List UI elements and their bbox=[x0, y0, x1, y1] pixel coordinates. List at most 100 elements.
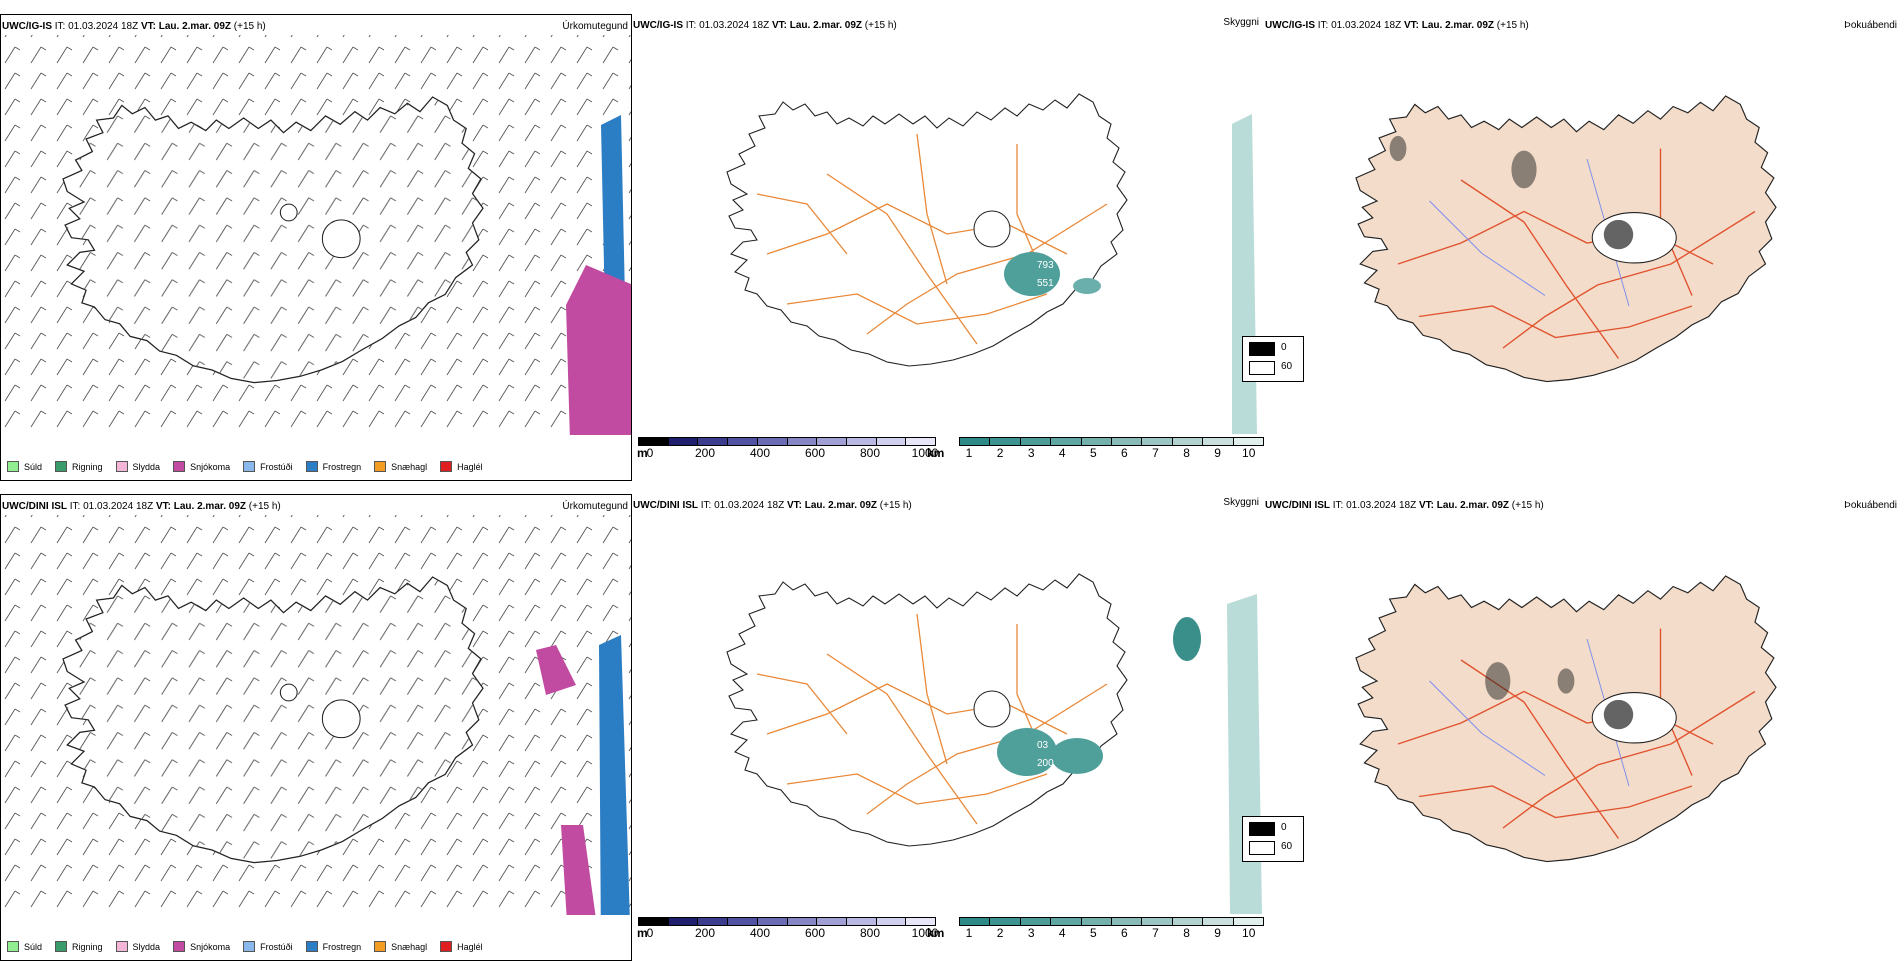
legend-swatch bbox=[374, 941, 387, 952]
colorbar-cell bbox=[728, 438, 758, 445]
visibility-panel: UWC/IG-IS IT: 01.03.2024 18Z VT: Lau. 2.… bbox=[632, 14, 1264, 481]
fog-label: Þokuábendi bbox=[1844, 20, 1897, 31]
precip-map bbox=[1, 35, 631, 435]
colorbar-cell bbox=[787, 438, 818, 445]
colorbar-cell bbox=[757, 918, 788, 925]
colorbar-cell bbox=[1081, 438, 1113, 445]
fog-panel: UWC/IG-IS IT: 01.03.2024 18Z VT: Lau. 2.… bbox=[1242, 14, 1900, 481]
colorbar-tick: 1 bbox=[965, 446, 973, 460]
precip-type-label: Úrkomutegund bbox=[562, 501, 628, 512]
legend-swatch bbox=[305, 461, 318, 472]
colorbar-tick: 10 bbox=[1242, 446, 1256, 460]
fog-panel: UWC/DINI ISL IT: 01.03.2024 18Z VT: Lau.… bbox=[1242, 494, 1900, 961]
precip-legend: Súld Rigning Slydda Snjókoma Frostúði Frostre… bbox=[7, 461, 496, 472]
colorbar-tick: 6 bbox=[1121, 446, 1128, 460]
colorbar-tick: 9 bbox=[1214, 926, 1221, 940]
colorbar-tick: 5 bbox=[1089, 446, 1097, 460]
visibility-panel: UWC/DINI ISL IT: 01.03.2024 18Z VT: Lau.… bbox=[632, 494, 1264, 961]
legend-swatch bbox=[374, 461, 387, 472]
colorbar-tick: 10 bbox=[1242, 926, 1256, 940]
legend-item: Haglél bbox=[440, 461, 483, 472]
colorbar-tick: 200 bbox=[694, 926, 716, 940]
colorbar-cell bbox=[906, 918, 936, 925]
colorbar-cell bbox=[1142, 438, 1173, 445]
colorbar-tick: 1000 bbox=[911, 446, 939, 460]
visibility-label: Skyggni bbox=[1223, 497, 1259, 508]
colorbar-tick: 7 bbox=[1152, 446, 1159, 460]
colorbar-cell bbox=[1020, 438, 1052, 445]
legend-swatch bbox=[440, 461, 453, 472]
colorbar-cell bbox=[698, 438, 729, 445]
precip-map bbox=[1, 515, 631, 915]
colorbar-cell bbox=[728, 918, 758, 925]
colorbar-cell bbox=[906, 438, 936, 445]
colorbar-tick: 800 bbox=[859, 926, 881, 940]
precip-type-label: Úrkomutegund bbox=[562, 21, 628, 32]
legend-item: Snjókoma bbox=[173, 941, 230, 952]
colorbar-cell bbox=[639, 438, 669, 445]
fog-swatch bbox=[1249, 361, 1275, 375]
colorbar-tick: 1 bbox=[965, 926, 973, 940]
visibility-value-label: 793 bbox=[1037, 260, 1054, 271]
legend-item: Snjókoma bbox=[173, 461, 230, 472]
colorbar-tick: 0 bbox=[646, 926, 654, 940]
colorbar-cell bbox=[876, 438, 907, 445]
colorbar-cell bbox=[960, 438, 991, 445]
colorbar-tick: 2 bbox=[996, 926, 1004, 940]
fog-swatch bbox=[1249, 342, 1275, 356]
legend-item: Frostúði bbox=[243, 941, 293, 952]
colorbar-cell bbox=[1142, 918, 1173, 925]
legend-item: Slydda bbox=[115, 941, 160, 952]
visibility-colorbar: 1 2 3 4 5 6 7 8 9 10 km bbox=[927, 917, 1264, 940]
colorbar-cell bbox=[1112, 438, 1143, 445]
colorbar-cell bbox=[876, 918, 907, 925]
colorbar-tick: 200 bbox=[694, 446, 716, 460]
fog-legend: 0 60 bbox=[1242, 336, 1304, 382]
legend-item: Frostregn bbox=[305, 461, 361, 472]
colorbar-cell bbox=[1112, 918, 1143, 925]
colorbar-cell bbox=[1172, 438, 1204, 445]
colorbar-tick: 600 bbox=[804, 926, 826, 940]
colorbar-cell bbox=[1051, 918, 1082, 925]
colorbar-tick: 6 bbox=[1121, 926, 1128, 940]
legend-swatch bbox=[440, 941, 453, 952]
colorbar-cell bbox=[1172, 918, 1204, 925]
colorbar-tick: 600 bbox=[804, 446, 826, 460]
colorbar-cell bbox=[817, 918, 847, 925]
colorbar-tick: 8 bbox=[1183, 446, 1190, 460]
height-unit: m bbox=[637, 446, 648, 460]
colorbar-cell bbox=[698, 918, 729, 925]
colorbar-cell bbox=[787, 918, 818, 925]
colorbar-cell bbox=[817, 438, 847, 445]
visibility-label: Skyggni bbox=[1223, 17, 1259, 28]
legend-swatch bbox=[305, 941, 318, 952]
colorbar-tick: 1000 bbox=[911, 926, 939, 940]
visibility-unit: km bbox=[927, 446, 945, 460]
colorbar-tick: 4 bbox=[1058, 926, 1066, 940]
height-colorbar: 0 200 400 600 800 1000 m bbox=[637, 917, 939, 940]
legend-item: Haglél bbox=[440, 941, 483, 952]
visibility-value-label: 551 bbox=[1037, 278, 1054, 289]
colorbar-tick: 5 bbox=[1089, 926, 1097, 940]
precip-type-panel: UWC/IG-IS IT: 01.03.2024 18Z VT: Lau. 2.… bbox=[0, 14, 632, 481]
colorbar-cell bbox=[1203, 918, 1234, 925]
legend-item: Súld bbox=[7, 941, 42, 952]
legend-swatch bbox=[243, 461, 256, 472]
visibility-value-label: 03 bbox=[1037, 740, 1049, 751]
colorbar-tick: 0 bbox=[646, 446, 654, 460]
fog-legend: 0 60 bbox=[1242, 816, 1304, 862]
colorbar-cell bbox=[1081, 918, 1113, 925]
legend-swatch bbox=[173, 461, 186, 472]
panel-title: UWC/DINI ISL IT: 01.03.2024 18Z VT: Lau.… bbox=[2, 501, 281, 512]
legend-item: Frostúði bbox=[243, 461, 293, 472]
colorbar-cell bbox=[990, 438, 1021, 445]
colorbar-cell bbox=[846, 918, 877, 925]
legend-item: Rigning bbox=[55, 941, 103, 952]
height-unit: m bbox=[637, 926, 648, 940]
colorbar-tick: 3 bbox=[1027, 446, 1035, 460]
legend-swatch bbox=[173, 941, 186, 952]
legend-swatch bbox=[115, 461, 128, 472]
visibility-map: 03 200 bbox=[726, 573, 1262, 914]
colorbar-tick: 8 bbox=[1183, 926, 1190, 940]
legend-item: Súld bbox=[7, 461, 42, 472]
